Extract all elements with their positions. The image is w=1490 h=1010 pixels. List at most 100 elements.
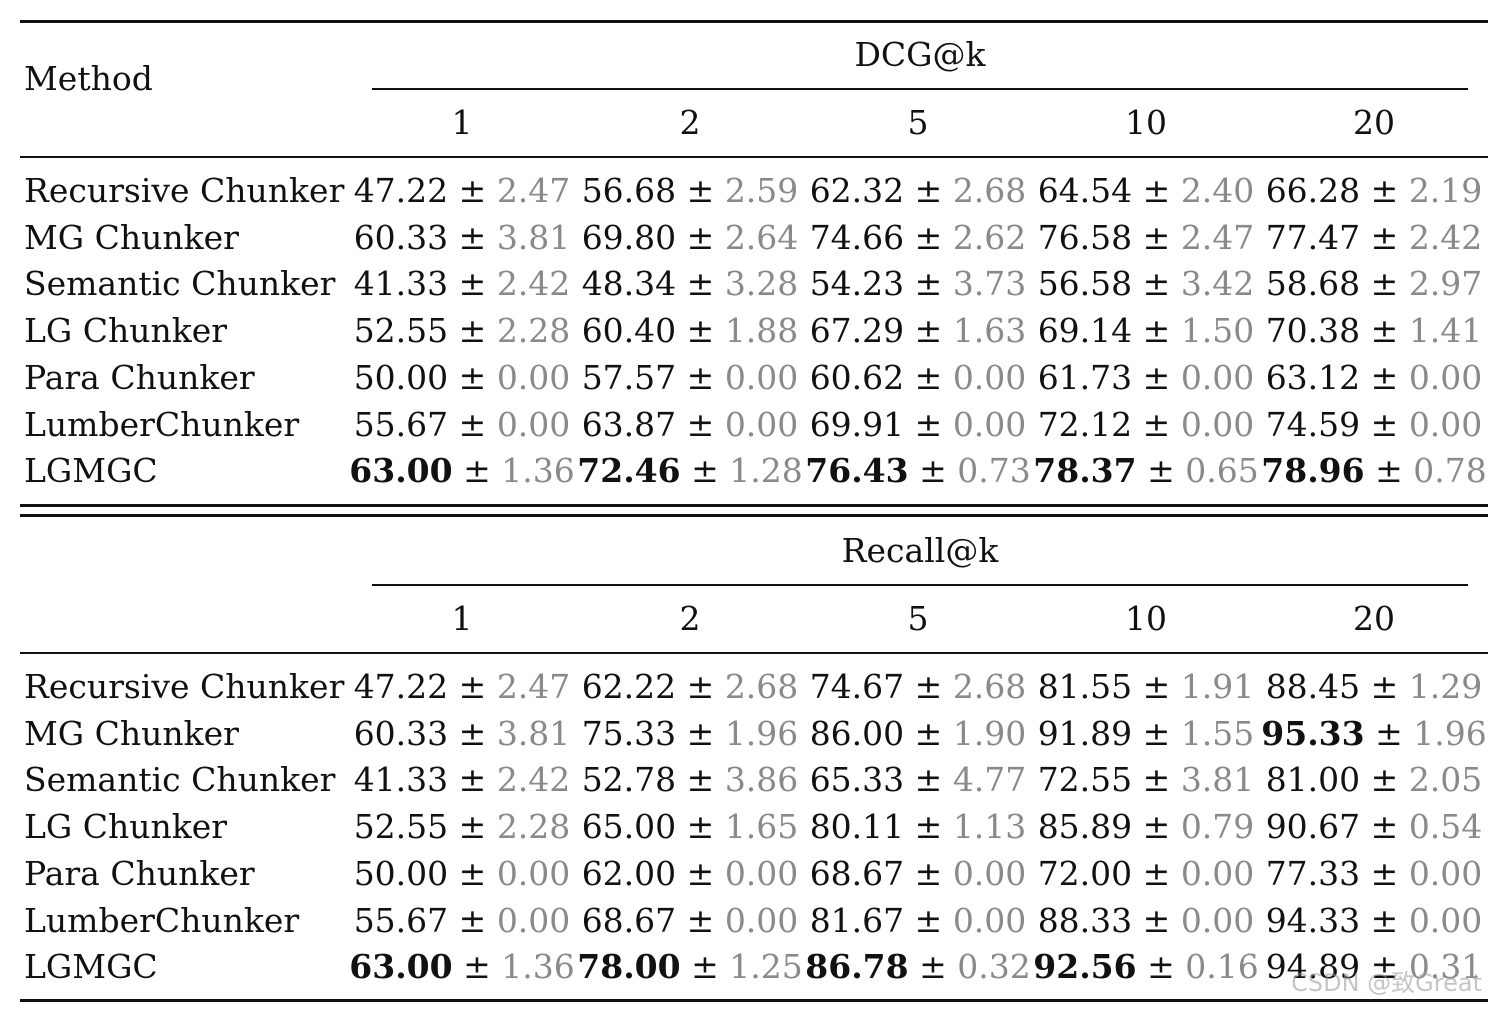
cell-mean: 81.00 bbox=[1265, 760, 1361, 799]
cell-mean: 80.11 bbox=[809, 807, 905, 846]
plus-minus-sign: ± bbox=[1132, 171, 1181, 210]
plus-minus-sign: ± bbox=[1360, 760, 1409, 799]
cell-std: 2.42 bbox=[1408, 218, 1483, 257]
cell-std: 0.00 bbox=[1180, 405, 1255, 444]
method-name: MG Chunker bbox=[24, 714, 239, 753]
cell-std: 1.50 bbox=[1180, 311, 1255, 350]
cell-std: 3.86 bbox=[724, 760, 799, 799]
plus-minus-sign: ± bbox=[904, 667, 953, 706]
cell-mean: 88.33 bbox=[1037, 901, 1133, 940]
table-cell: 56.58 ± 3.42 bbox=[1032, 267, 1260, 300]
table-cell: 47.22 ± 2.47 bbox=[348, 670, 576, 703]
table-cell: 69.91 ± 0.00 bbox=[804, 408, 1032, 441]
plus-minus-sign: ± bbox=[1132, 854, 1181, 893]
plus-minus-sign: ± bbox=[1132, 311, 1181, 350]
table-cell: 60.33 ± 3.81 bbox=[348, 717, 576, 750]
cell-std: 0.00 bbox=[496, 901, 571, 940]
plus-minus-sign: ± bbox=[448, 311, 497, 350]
table-cell: 63.87 ± 0.00 bbox=[576, 408, 804, 441]
table-cell: 77.47 ± 2.42 bbox=[1260, 221, 1488, 254]
method-name: LumberChunker bbox=[24, 405, 300, 444]
cell-std: 2.40 bbox=[1180, 171, 1255, 210]
section-separator-top bbox=[20, 504, 1488, 507]
plus-minus-sign: ± bbox=[1132, 667, 1181, 706]
cell-mean: 78.00 bbox=[577, 947, 681, 986]
k-header-2: 2 bbox=[679, 599, 701, 638]
cell-mean: 63.00 bbox=[349, 451, 453, 490]
cell-mean: 63.87 bbox=[581, 405, 677, 444]
cell-mean: 72.12 bbox=[1037, 405, 1133, 444]
cell-std: 1.28 bbox=[729, 451, 803, 490]
cell-std: 0.00 bbox=[952, 405, 1027, 444]
cell-mean: 54.23 bbox=[809, 264, 905, 303]
plus-minus-sign: ± bbox=[676, 901, 725, 940]
table-cell: 78.37 ± 0.65 bbox=[1032, 454, 1260, 487]
cell-std: 1.91 bbox=[1180, 667, 1255, 706]
table-cell: 64.54 ± 2.40 bbox=[1032, 174, 1260, 207]
cell-mean: 91.89 bbox=[1037, 714, 1133, 753]
table-cell: 55.67 ± 0.00 bbox=[348, 904, 576, 937]
plus-minus-sign: ± bbox=[1360, 264, 1409, 303]
cell-std: 0.00 bbox=[952, 358, 1027, 397]
plus-minus-sign: ± bbox=[1360, 171, 1409, 210]
method-name: Para Chunker bbox=[24, 358, 255, 397]
cell-std: 1.29 bbox=[1408, 667, 1483, 706]
method-name: LG Chunker bbox=[24, 311, 228, 350]
cell-std: 2.28 bbox=[496, 311, 571, 350]
cell-mean: 56.58 bbox=[1037, 264, 1133, 303]
plus-minus-sign: ± bbox=[1360, 311, 1409, 350]
table-cell: 67.29 ± 1.63 bbox=[804, 314, 1032, 347]
cell-mean: 62.32 bbox=[809, 171, 905, 210]
method-name: Recursive Chunker bbox=[24, 171, 345, 210]
plus-minus-sign: ± bbox=[904, 901, 953, 940]
cell-mean: 68.67 bbox=[581, 901, 677, 940]
table-cell: 94.33 ± 0.00 bbox=[1260, 904, 1488, 937]
cell-std: 3.81 bbox=[496, 714, 571, 753]
plus-minus-sign: ± bbox=[452, 451, 502, 490]
cell-std: 0.79 bbox=[1180, 807, 1255, 846]
cell-std: 0.00 bbox=[1408, 405, 1483, 444]
plus-minus-sign: ± bbox=[1360, 901, 1409, 940]
cell-std: 0.31 bbox=[1408, 947, 1483, 986]
cell-std: 0.00 bbox=[1180, 854, 1255, 893]
plus-minus-sign: ± bbox=[904, 807, 953, 846]
table-cell: 90.67 ± 0.54 bbox=[1260, 810, 1488, 843]
table-cell: 61.73 ± 0.00 bbox=[1032, 361, 1260, 394]
k-header-10: 10 bbox=[1125, 599, 1167, 638]
table-cell: 55.67 ± 0.00 bbox=[348, 408, 576, 441]
plus-minus-sign: ± bbox=[676, 854, 725, 893]
table-cell: 63.12 ± 0.00 bbox=[1260, 361, 1488, 394]
cell-std: 3.28 bbox=[724, 264, 799, 303]
cell-mean: 52.55 bbox=[353, 807, 449, 846]
cell-std: 0.54 bbox=[1408, 807, 1483, 846]
table-cell: 68.67 ± 0.00 bbox=[804, 857, 1032, 890]
cell-mean: 63.00 bbox=[349, 947, 453, 986]
cell-mean: 61.73 bbox=[1037, 358, 1133, 397]
plus-minus-sign: ± bbox=[448, 667, 497, 706]
cell-mean: 60.40 bbox=[581, 311, 677, 350]
bottom-rule bbox=[20, 999, 1488, 1002]
table-cell: 78.96 ± 0.78 bbox=[1260, 454, 1488, 487]
table-cell: 72.12 ± 0.00 bbox=[1032, 408, 1260, 441]
table-cell: 63.00 ± 1.36 bbox=[348, 950, 576, 983]
table-cell: 41.33 ± 2.42 bbox=[348, 267, 576, 300]
table-cell: 86.78 ± 0.32 bbox=[804, 950, 1032, 983]
table-cell: 69.80 ± 2.64 bbox=[576, 221, 804, 254]
plus-minus-sign: ± bbox=[904, 218, 953, 257]
cell-mean: 63.12 bbox=[1265, 358, 1361, 397]
dcg-cmidrule bbox=[372, 88, 1468, 90]
plus-minus-sign: ± bbox=[1132, 405, 1181, 444]
plus-minus-sign: ± bbox=[680, 451, 730, 490]
cell-mean: 57.57 bbox=[581, 358, 677, 397]
cell-mean: 72.46 bbox=[577, 451, 681, 490]
plus-minus-sign: ± bbox=[676, 667, 725, 706]
method-name: LumberChunker bbox=[24, 901, 300, 940]
cell-mean: 60.62 bbox=[809, 358, 905, 397]
cell-std: 1.41 bbox=[1408, 311, 1483, 350]
table-cell: 60.40 ± 1.88 bbox=[576, 314, 804, 347]
table-cell: 52.55 ± 2.28 bbox=[348, 314, 576, 347]
k-header-5: 5 bbox=[907, 103, 929, 142]
table-cell: 81.00 ± 2.05 bbox=[1260, 763, 1488, 796]
table-cell: 74.59 ± 0.00 bbox=[1260, 408, 1488, 441]
plus-minus-sign: ± bbox=[676, 311, 725, 350]
